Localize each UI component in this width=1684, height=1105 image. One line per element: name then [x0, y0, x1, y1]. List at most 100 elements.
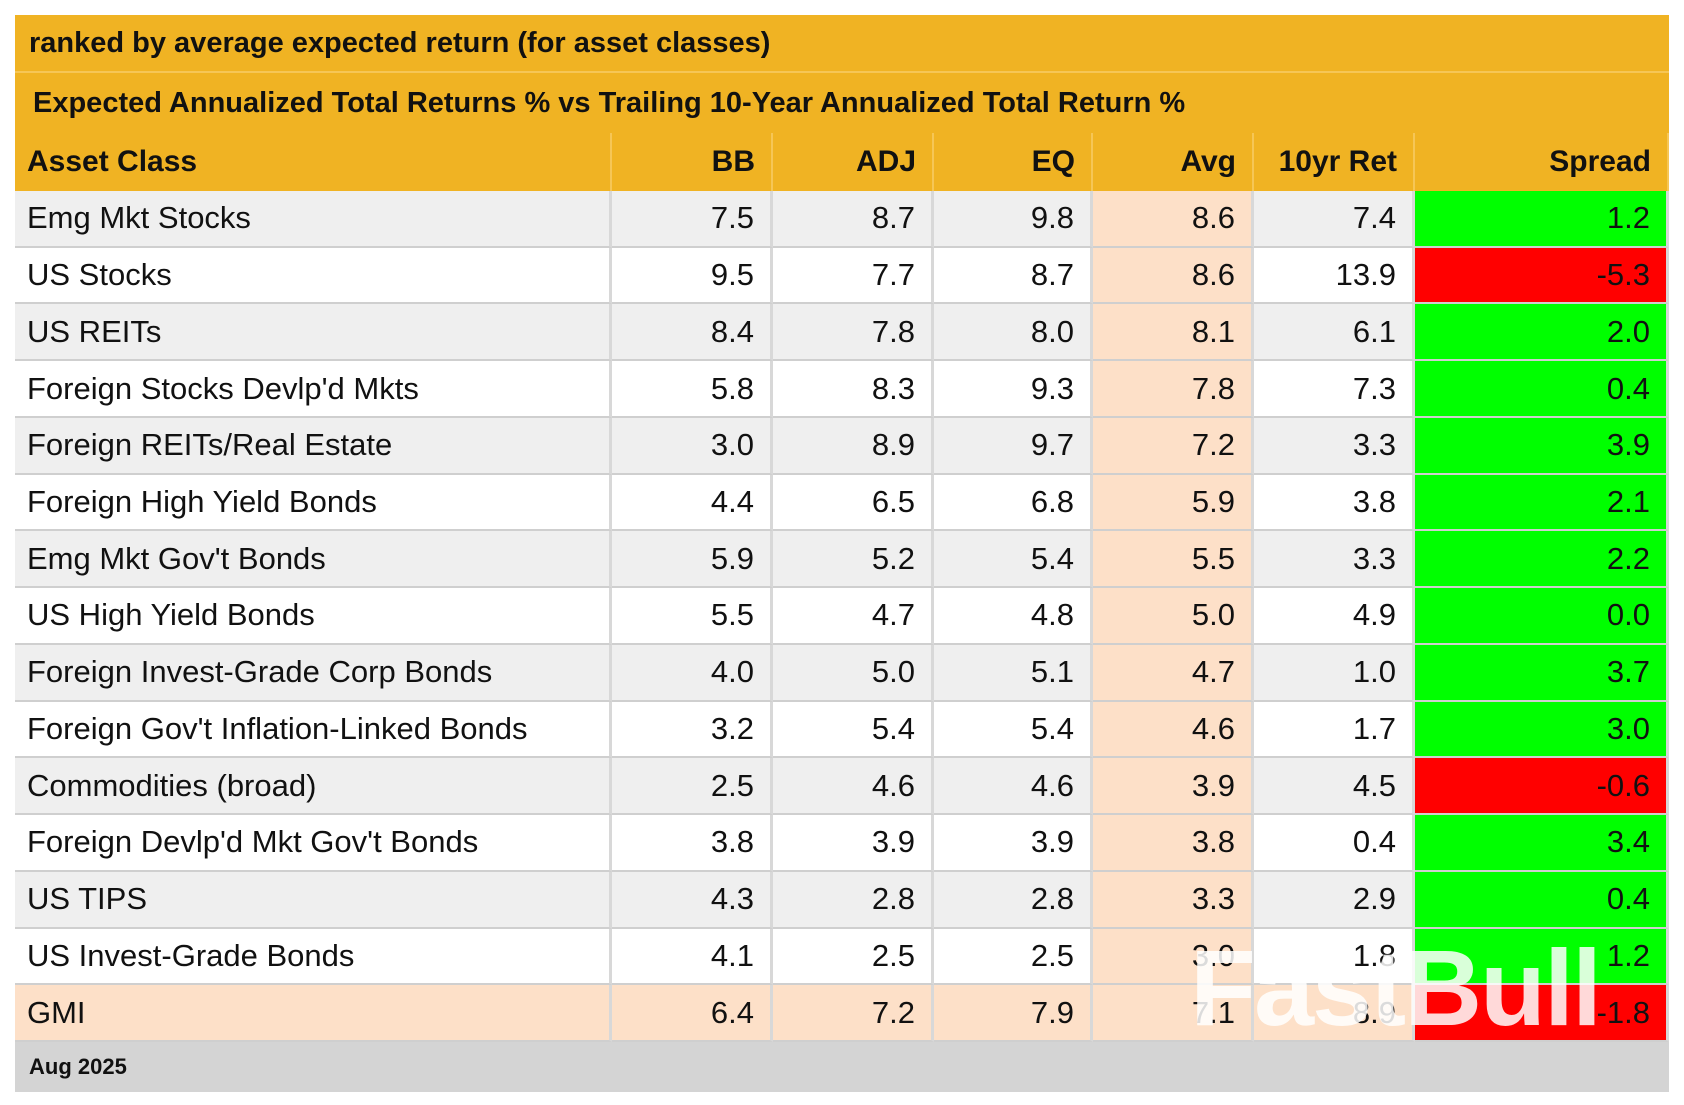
value-cell: 2.2 [1415, 531, 1669, 589]
value-cell: 0.4 [1415, 361, 1669, 418]
value-cell: 5.5 [612, 588, 773, 645]
value-cell: 2.5 [773, 928, 934, 986]
value-cell: 7.2 [773, 985, 934, 1042]
value-cell: -1.8 [1415, 985, 1669, 1042]
value-cell: 1.2 [1415, 191, 1669, 248]
subtitle: Expected Annualized Total Returns % vs T… [15, 73, 1669, 133]
value-cell: 2.9 [1254, 871, 1415, 929]
value-cell: 7.9 [934, 985, 1093, 1042]
value-cell: 3.2 [612, 701, 773, 759]
value-cell: 3.4 [1415, 815, 1669, 872]
value-cell: 0.4 [1415, 871, 1669, 929]
value-cell: 3.8 [1254, 474, 1415, 532]
row-label: Commodities (broad) [15, 758, 612, 816]
row-label: US Invest-Grade Bonds [15, 928, 612, 986]
value-cell: 8.6 [1093, 247, 1254, 305]
value-cell: 8.0 [934, 304, 1093, 362]
value-cell: 9.8 [934, 191, 1093, 248]
value-cell: 5.0 [773, 644, 934, 702]
row-label: Foreign REITs/Real Estate [15, 417, 612, 475]
value-cell: 2.8 [934, 871, 1093, 929]
value-cell: 5.9 [1093, 474, 1254, 532]
row-label: US Stocks [15, 247, 612, 305]
row-label: Foreign Gov't Inflation-Linked Bonds [15, 701, 612, 759]
value-cell: 0.0 [1415, 588, 1669, 645]
row-label: Foreign Stocks Devlp'd Mkts [15, 361, 612, 418]
value-cell: 8.4 [612, 304, 773, 362]
value-cell: 4.4 [612, 474, 773, 532]
value-cell: 4.3 [612, 871, 773, 929]
value-cell: 5.4 [773, 701, 934, 759]
value-cell: 4.8 [934, 588, 1093, 645]
value-cell: 3.3 [1093, 871, 1254, 929]
value-cell: 3.9 [1093, 758, 1254, 816]
value-cell: 9.3 [934, 361, 1093, 418]
row-label: US TIPS [15, 871, 612, 929]
value-cell: 8.7 [934, 247, 1093, 305]
value-cell: -0.6 [1415, 758, 1669, 816]
value-cell: 5.5 [1093, 531, 1254, 589]
value-cell: 5.4 [934, 701, 1093, 759]
value-cell: 8.6 [1093, 191, 1254, 248]
value-cell: 6.5 [773, 474, 934, 532]
row-label: Foreign High Yield Bonds [15, 474, 612, 532]
value-cell: 4.5 [1254, 758, 1415, 816]
value-cell: 13.9 [1254, 247, 1415, 305]
value-cell: 6.1 [1254, 304, 1415, 362]
value-cell: 5.2 [773, 531, 934, 589]
value-cell: 0.4 [1254, 815, 1415, 872]
value-cell: 5.9 [612, 531, 773, 589]
value-cell: 2.5 [612, 758, 773, 816]
column-header: Spread [1415, 133, 1669, 191]
value-cell: 4.9 [1254, 588, 1415, 645]
value-cell: 7.2 [1093, 417, 1254, 475]
value-cell: 4.6 [1093, 701, 1254, 759]
value-cell: 3.3 [1254, 531, 1415, 589]
row-label: Foreign Invest-Grade Corp Bonds [15, 644, 612, 702]
value-cell: 9.5 [612, 247, 773, 305]
column-header: Avg [1093, 133, 1254, 191]
value-cell: 3.7 [1415, 644, 1669, 702]
column-header: Asset Class [15, 133, 612, 191]
column-header: EQ [934, 133, 1093, 191]
column-header: 10yr Ret [1254, 133, 1415, 191]
value-cell: 2.1 [1415, 474, 1669, 532]
value-cell: 3.8 [1093, 815, 1254, 872]
value-cell: 7.8 [1093, 361, 1254, 418]
value-cell: 7.7 [773, 247, 934, 305]
value-cell: 3.9 [1415, 417, 1669, 475]
value-cell: 8.7 [773, 191, 934, 248]
row-label: US High Yield Bonds [15, 588, 612, 645]
value-cell: 1.7 [1254, 701, 1415, 759]
value-cell: 8.3 [773, 361, 934, 418]
value-cell: 1.0 [1254, 644, 1415, 702]
column-header: ADJ [773, 133, 934, 191]
value-cell: 4.1 [612, 928, 773, 986]
value-cell: 4.7 [773, 588, 934, 645]
value-cell: 2.0 [1415, 304, 1669, 362]
row-label: Emg Mkt Gov't Bonds [15, 531, 612, 589]
value-cell: 7.1 [1093, 985, 1254, 1042]
row-label: Emg Mkt Stocks [15, 191, 612, 248]
value-cell: 5.4 [934, 531, 1093, 589]
value-cell: 7.5 [612, 191, 773, 248]
footer: Aug 2025 [15, 1042, 1669, 1092]
value-cell: 6.4 [612, 985, 773, 1042]
value-cell: -5.3 [1415, 247, 1669, 305]
column-header: BB [612, 133, 773, 191]
value-cell: 4.6 [934, 758, 1093, 816]
value-cell: 7.4 [1254, 191, 1415, 248]
value-cell: 6.8 [934, 474, 1093, 532]
value-cell: 3.9 [934, 815, 1093, 872]
value-cell: 3.9 [773, 815, 934, 872]
value-cell: 3.8 [612, 815, 773, 872]
value-cell: 3.0 [1415, 701, 1669, 759]
value-cell: 3.3 [1254, 417, 1415, 475]
value-cell: 5.8 [612, 361, 773, 418]
value-cell: 9.7 [934, 417, 1093, 475]
value-cell: 7.8 [773, 304, 934, 362]
row-label: US REITs [15, 304, 612, 362]
row-label: GMI [15, 985, 612, 1042]
value-cell: 4.7 [1093, 644, 1254, 702]
